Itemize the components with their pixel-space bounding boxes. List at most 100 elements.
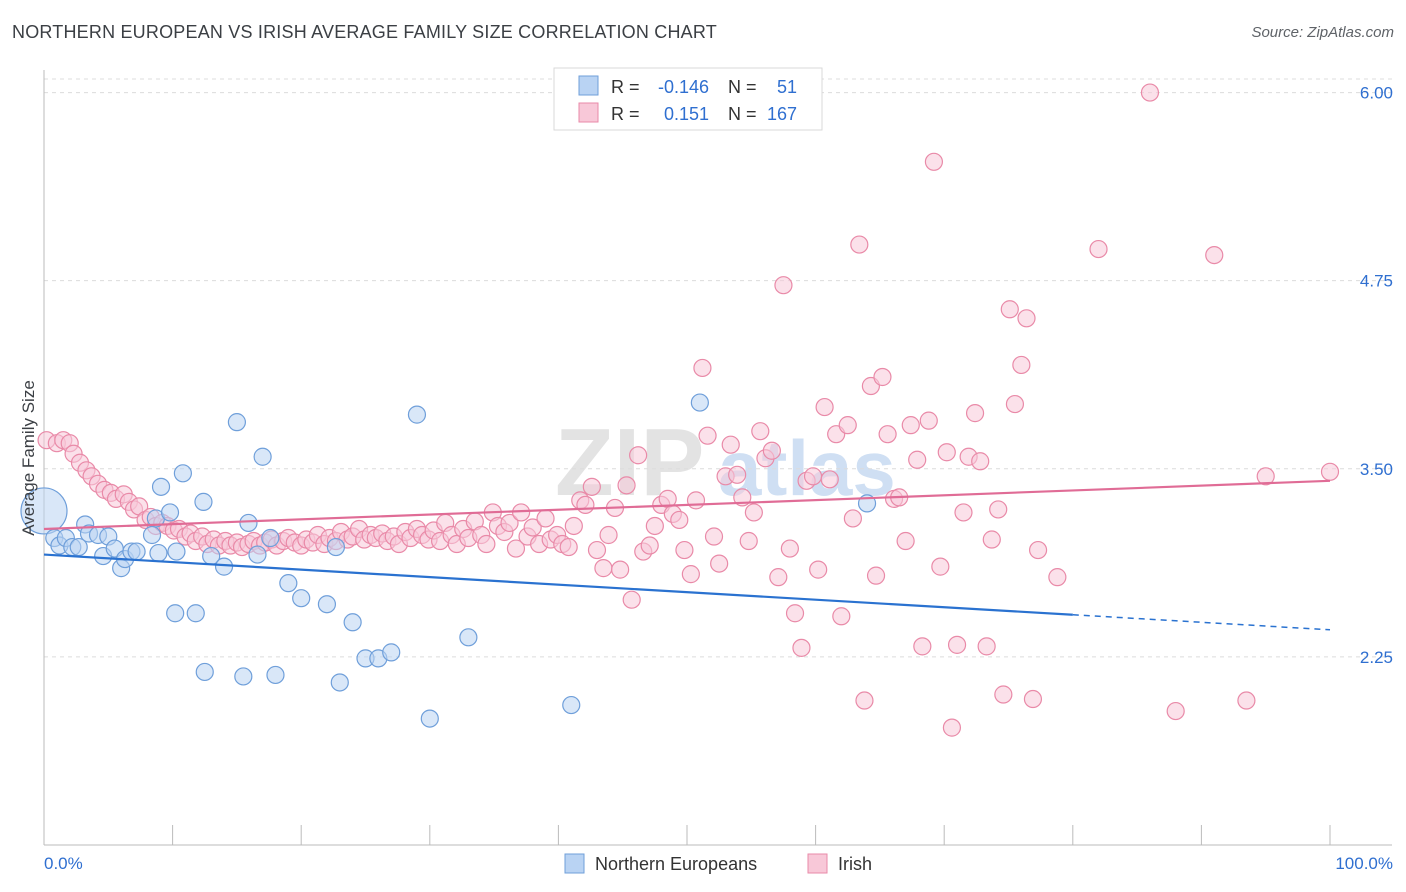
data-point xyxy=(1005,394,1025,414)
data-point xyxy=(721,435,740,454)
data-point xyxy=(1048,568,1067,587)
data-point xyxy=(127,542,146,561)
legend-r-value-blue: -0.146 xyxy=(658,77,709,97)
data-point xyxy=(239,513,258,533)
data-point xyxy=(681,565,700,584)
data-point xyxy=(562,695,581,715)
data-point xyxy=(977,637,996,656)
x-tick-label-min: 0.0% xyxy=(44,854,83,873)
data-point xyxy=(751,422,770,441)
data-point xyxy=(942,718,962,737)
data-point xyxy=(142,525,162,545)
data-point xyxy=(173,464,192,483)
data-point xyxy=(266,665,285,685)
legend-r-label-blue: R = xyxy=(611,77,640,97)
data-point xyxy=(762,441,781,460)
data-point xyxy=(710,554,729,573)
data-point xyxy=(838,416,857,435)
data-point xyxy=(965,404,985,423)
data-point xyxy=(151,477,171,496)
data-point xyxy=(317,595,337,614)
data-point xyxy=(587,540,607,560)
data-point xyxy=(1000,300,1019,319)
data-point xyxy=(1017,309,1036,328)
data-point xyxy=(924,152,944,171)
data-point xyxy=(576,495,595,515)
data-point xyxy=(792,638,811,657)
data-point xyxy=(582,477,601,496)
data-point xyxy=(343,613,362,632)
data-point xyxy=(704,527,724,546)
data-point xyxy=(261,528,280,548)
data-point xyxy=(739,531,758,551)
data-point xyxy=(227,413,246,432)
data-point xyxy=(809,560,828,579)
bottom-legend: Northern Europeans Irish xyxy=(564,853,872,874)
x-tick-label-max: 100.0% xyxy=(1335,854,1393,873)
legend-box: R = -0.146 N = 51 R = 0.151 N = 167 xyxy=(553,67,823,131)
x-ticks xyxy=(43,825,1331,845)
data-point xyxy=(693,358,712,378)
legend-swatch-pink xyxy=(578,102,599,123)
axes xyxy=(43,70,1392,846)
data-point xyxy=(1320,462,1340,481)
legend-n-value-blue: 51 xyxy=(777,77,797,97)
data-point xyxy=(780,539,799,558)
data-point xyxy=(769,568,788,587)
data-point xyxy=(832,607,851,626)
data-point xyxy=(1166,701,1185,721)
data-point xyxy=(873,367,892,387)
legend-r-label-pink: R = xyxy=(611,104,640,124)
data-point xyxy=(744,503,763,522)
data-point xyxy=(617,476,636,495)
bottom-legend-label-pink[interactable]: Irish xyxy=(838,854,872,874)
data-point xyxy=(292,589,311,608)
data-point xyxy=(850,235,869,254)
data-point xyxy=(670,510,689,530)
data-point xyxy=(500,513,519,533)
data-point xyxy=(919,411,938,430)
data-point xyxy=(330,673,349,692)
trend-line-irish xyxy=(43,479,1331,531)
data-point xyxy=(971,452,990,471)
y-tick-label: 3.50 xyxy=(1360,460,1393,479)
data-point xyxy=(594,559,613,578)
data-point xyxy=(611,560,630,579)
y-axis-label: Average Family Size xyxy=(19,380,38,536)
data-point xyxy=(149,543,168,563)
data-point xyxy=(815,397,834,417)
bottom-legend-label-blue[interactable]: Northern Europeans xyxy=(595,854,757,874)
data-point xyxy=(477,534,496,554)
data-point xyxy=(194,492,213,511)
data-point xyxy=(167,542,186,561)
data-point xyxy=(1140,83,1160,102)
bottom-legend-swatch-blue[interactable] xyxy=(564,853,585,874)
data-point xyxy=(248,545,267,564)
data-point xyxy=(214,557,234,576)
data-point xyxy=(186,604,205,623)
data-point xyxy=(686,491,706,510)
data-point xyxy=(982,530,1001,549)
data-point xyxy=(774,276,793,295)
data-point xyxy=(160,503,180,522)
data-point xyxy=(1205,245,1224,265)
legend-n-label-blue: N = xyxy=(728,77,757,97)
data-point xyxy=(855,691,874,710)
legend-r-value-pink: 0.151 xyxy=(664,104,709,124)
y-tick-label: 6.00 xyxy=(1360,84,1393,103)
data-point xyxy=(420,709,439,728)
data-point xyxy=(843,509,862,528)
data-point xyxy=(989,500,1008,519)
data-point xyxy=(407,405,427,424)
data-point xyxy=(564,516,583,536)
data-point xyxy=(622,590,641,609)
y-tick-label: 4.75 xyxy=(1360,272,1393,291)
series-northern-europeans xyxy=(20,393,877,728)
data-point xyxy=(1089,239,1108,259)
data-point xyxy=(937,443,956,462)
data-point xyxy=(1023,689,1043,709)
y-tick-labels: 2.25 3.50 4.75 6.00 xyxy=(1360,84,1393,667)
bottom-legend-swatch-pink[interactable] xyxy=(807,853,828,874)
